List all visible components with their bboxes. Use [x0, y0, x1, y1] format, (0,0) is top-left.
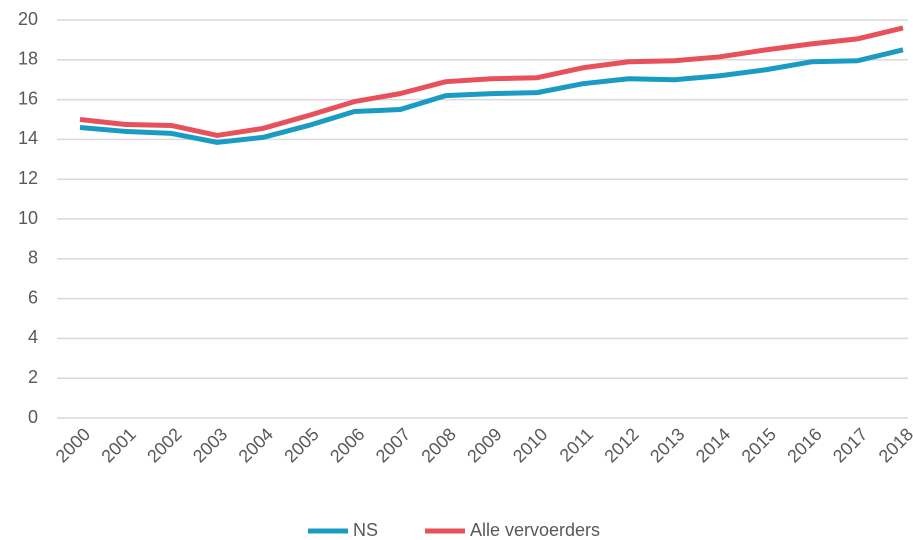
x-tick-label: 2002 [143, 424, 185, 466]
x-tick-label: 2010 [509, 424, 551, 466]
x-tick-label: 2014 [692, 424, 734, 466]
x-tick-label: 2018 [875, 424, 913, 466]
y-tick-label: 20 [18, 9, 38, 29]
x-tick-label: 2017 [829, 424, 871, 466]
legend-label: Alle vervoerders [470, 520, 600, 540]
x-tick-label: 2013 [646, 424, 688, 466]
y-tick-label: 16 [18, 88, 38, 108]
y-tick-label: 4 [28, 327, 38, 347]
y-tick-label: 6 [28, 287, 38, 307]
x-tick-label: 2016 [783, 424, 825, 466]
x-tick-label: 2012 [600, 424, 642, 466]
x-tick-label: 2015 [738, 424, 780, 466]
x-tick-label: 2004 [235, 424, 277, 466]
x-tick-label: 2000 [52, 424, 94, 466]
legend-label: NS [353, 520, 378, 540]
y-tick-label: 12 [18, 168, 38, 188]
x-tick-label: 2007 [372, 424, 414, 466]
x-tick-label: 2005 [280, 424, 322, 466]
x-tick-label: 2001 [97, 424, 139, 466]
x-tick-label: 2003 [189, 424, 231, 466]
y-tick-label: 18 [18, 49, 38, 69]
x-tick-label: 2009 [463, 424, 505, 466]
y-tick-label: 8 [28, 248, 38, 268]
y-tick-label: 14 [18, 128, 38, 148]
x-tick-label: 2008 [418, 424, 460, 466]
series-line [79, 25, 904, 138]
x-tick-label: 2006 [326, 424, 368, 466]
y-tick-label: 2 [28, 367, 38, 387]
x-tick-label: 2011 [556, 424, 598, 466]
series-line [79, 47, 904, 145]
y-tick-label: 0 [28, 407, 38, 427]
y-tick-label: 10 [18, 208, 38, 228]
